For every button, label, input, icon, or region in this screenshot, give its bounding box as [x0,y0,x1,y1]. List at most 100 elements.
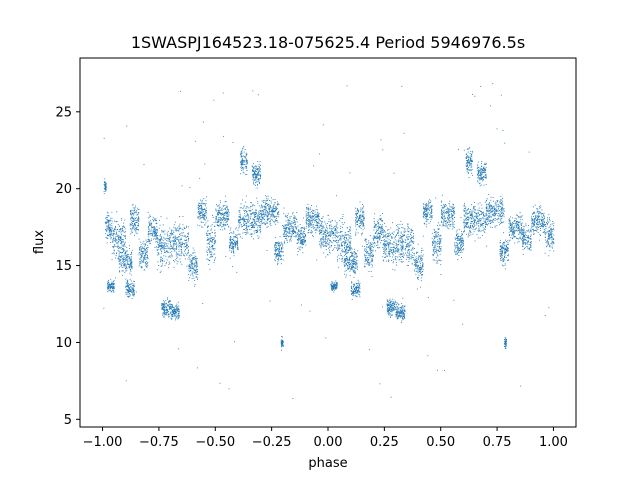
data-point [130,294,132,296]
data-point [215,240,217,242]
data-point [107,234,109,236]
data-point [134,224,136,226]
data-point [228,215,230,217]
data-point [252,176,254,178]
data-point [249,217,251,219]
data-point [203,214,205,215]
data-point [107,212,109,214]
data-point [248,225,250,227]
data-point [130,274,132,276]
data-point [373,236,375,238]
data-point [338,248,339,250]
data-point [260,207,262,209]
data-point [201,215,203,216]
data-point [370,251,372,253]
data-point [212,217,214,218]
data-point [147,251,148,253]
data-point [219,206,221,208]
data-point [168,300,170,302]
data-point [355,252,356,254]
data-point [113,280,115,281]
data-point [332,285,334,287]
data-point [335,280,337,282]
data-point [217,214,219,216]
data-point [271,211,273,213]
data-point [114,240,116,241]
data-point [268,208,270,209]
data-point [358,281,360,283]
data-point [153,231,155,233]
data-point [346,234,348,236]
data-point [169,235,171,237]
data-point [223,214,224,216]
data-point [176,246,177,248]
data-point [173,260,174,261]
data-point [188,279,190,281]
data-point [191,265,193,267]
data-point [325,234,327,236]
data-point [380,231,382,233]
data-point [111,283,112,284]
data-point [110,286,112,288]
data-point [261,214,263,216]
data-point [162,306,164,307]
data-point [301,243,303,245]
data-point [238,216,240,218]
data-point [316,216,318,217]
data-point [240,159,242,161]
data-point [278,245,280,247]
data-point [146,257,148,259]
data-point [293,215,295,217]
data-point [311,205,312,207]
data-point [173,243,174,245]
data-point [104,190,106,192]
data-point [255,216,257,218]
data-point [302,234,304,236]
data-point [198,212,200,214]
data-point [258,214,260,215]
data-point [363,218,365,220]
data-point [209,256,211,258]
data-point [243,146,245,147]
data-point [253,225,255,226]
data-point [338,254,340,256]
data-point [299,243,301,245]
data-point [135,229,137,231]
data-point [331,290,333,292]
data-point [148,240,150,242]
data-point [256,215,258,217]
data-point [184,252,186,254]
data-point [303,229,305,230]
data-point [285,238,287,239]
data-point [197,217,199,218]
data-point [218,211,220,213]
data-point [205,207,207,209]
data-point [308,209,310,211]
data-point [269,219,271,221]
data-point [348,234,349,236]
data-point [233,240,235,242]
data-point [202,203,204,205]
data-point [130,224,132,225]
data-point [214,248,216,250]
data-point [356,255,358,257]
data-point [215,218,217,220]
data-point [252,204,254,206]
data-point [307,226,309,228]
data-point [174,313,176,315]
data-point [171,318,173,320]
data-point [243,229,245,231]
data-point [323,233,324,235]
data-point [181,232,183,234]
data-point [138,218,139,220]
data-point [134,217,136,219]
data-point [178,225,180,227]
data-point [258,171,260,173]
data-point [176,305,178,307]
data-point [173,248,175,250]
data-point [258,175,260,176]
data-point [356,283,357,285]
data-point [296,233,298,235]
data-point [253,170,255,172]
data-point [149,225,151,226]
